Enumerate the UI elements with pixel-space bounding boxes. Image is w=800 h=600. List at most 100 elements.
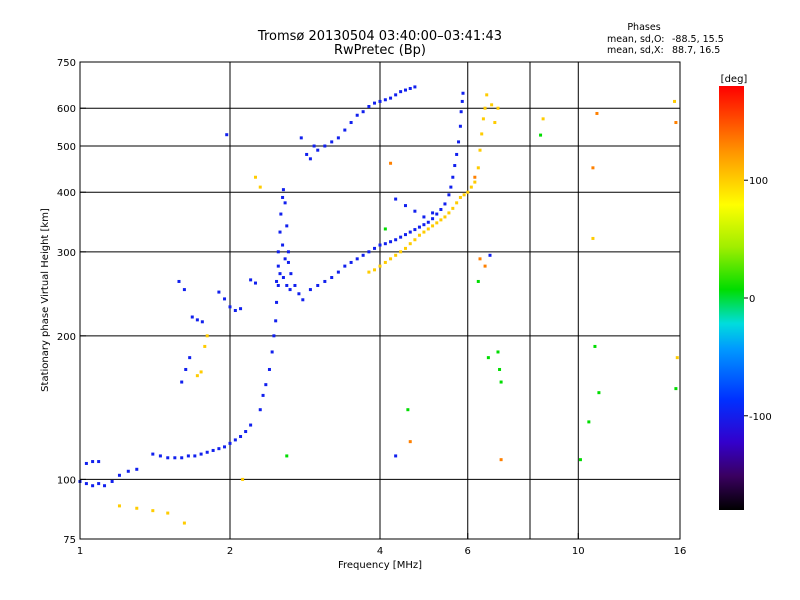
data-point <box>228 441 232 445</box>
data-point <box>460 99 464 103</box>
data-point <box>413 238 417 242</box>
data-point <box>367 105 371 109</box>
data-point <box>435 221 439 225</box>
data-point <box>281 195 285 199</box>
data-point <box>361 253 365 257</box>
data-point <box>431 217 435 221</box>
data-point <box>186 454 190 458</box>
data-point <box>286 260 290 264</box>
data-point <box>462 193 466 197</box>
data-point <box>200 320 204 324</box>
data-point <box>383 98 387 102</box>
data-point <box>323 144 327 148</box>
data-point <box>173 456 177 460</box>
data-point <box>135 467 139 471</box>
data-point <box>272 334 276 338</box>
data-point <box>180 456 184 460</box>
data-point <box>267 367 271 371</box>
chart-title: Tromsø 20130504 03:40:00–03:41:43 <box>257 29 502 44</box>
colorbar-tick-label: 0 <box>749 294 755 305</box>
data-point <box>417 225 421 229</box>
data-point <box>451 206 455 210</box>
data-point <box>264 383 268 387</box>
data-point <box>180 380 184 384</box>
data-point <box>480 132 484 136</box>
data-point <box>431 224 435 228</box>
data-point <box>249 423 253 427</box>
phase-stats-header: Phases <box>627 22 660 33</box>
data-point <box>135 506 139 510</box>
data-point <box>286 250 290 254</box>
data-points <box>78 85 679 525</box>
data-point <box>413 209 417 213</box>
data-point <box>117 504 121 508</box>
colorbar-title: [deg] <box>721 74 748 85</box>
data-point <box>443 215 447 219</box>
data-point <box>275 300 279 304</box>
data-point <box>308 288 312 292</box>
data-point <box>593 344 597 348</box>
data-point <box>383 227 387 231</box>
data-point <box>244 430 248 434</box>
data-point <box>587 420 591 424</box>
y-tick-label: 75 <box>63 535 76 546</box>
data-point <box>195 318 199 322</box>
data-point <box>299 136 303 140</box>
data-point <box>394 93 398 97</box>
data-point <box>457 140 461 144</box>
colorbar-tick-label: 100 <box>749 176 768 187</box>
data-point <box>403 204 407 208</box>
gridlines <box>80 62 680 539</box>
y-tick-label: 500 <box>57 142 76 153</box>
data-point <box>182 521 186 525</box>
data-point <box>483 264 487 268</box>
data-point <box>469 185 473 189</box>
data-point <box>675 356 679 360</box>
x-tick-label: 10 <box>572 546 585 557</box>
data-point <box>426 220 430 224</box>
data-point <box>225 133 229 137</box>
data-point <box>281 276 285 280</box>
data-point <box>394 253 398 257</box>
data-point <box>408 242 412 246</box>
data-point <box>478 148 482 152</box>
data-point <box>228 305 232 309</box>
data-point <box>117 473 121 477</box>
data-point <box>249 278 253 282</box>
data-point <box>258 408 262 412</box>
data-point <box>158 454 162 458</box>
phase-stats-x-values: 88.7, 16.5 <box>672 45 720 56</box>
data-point <box>447 211 451 215</box>
data-point <box>199 452 203 456</box>
data-point <box>451 175 455 179</box>
data-point <box>308 157 312 161</box>
y-tick-label: 300 <box>57 248 76 259</box>
data-point <box>389 96 393 100</box>
data-point <box>283 201 287 205</box>
data-point <box>394 197 398 201</box>
data-point <box>199 370 203 374</box>
data-point <box>389 161 393 165</box>
data-point <box>473 175 477 179</box>
data-point <box>435 212 439 216</box>
data-point <box>330 140 334 144</box>
data-point <box>285 454 289 458</box>
data-point <box>279 212 283 216</box>
data-point <box>481 117 485 121</box>
data-point <box>336 270 340 274</box>
data-point <box>378 264 382 268</box>
data-point <box>591 236 595 240</box>
data-point <box>343 128 347 132</box>
data-point <box>455 152 459 156</box>
colorbar-ticks: -100 0 100 <box>744 176 772 423</box>
data-point <box>316 148 320 152</box>
colorbar-tick-label: -100 <box>749 412 772 423</box>
data-point <box>336 136 340 140</box>
data-point <box>276 264 280 268</box>
data-point <box>355 257 359 261</box>
data-point <box>499 458 503 462</box>
data-point <box>281 188 285 192</box>
data-point <box>466 190 470 194</box>
data-point <box>413 85 417 89</box>
